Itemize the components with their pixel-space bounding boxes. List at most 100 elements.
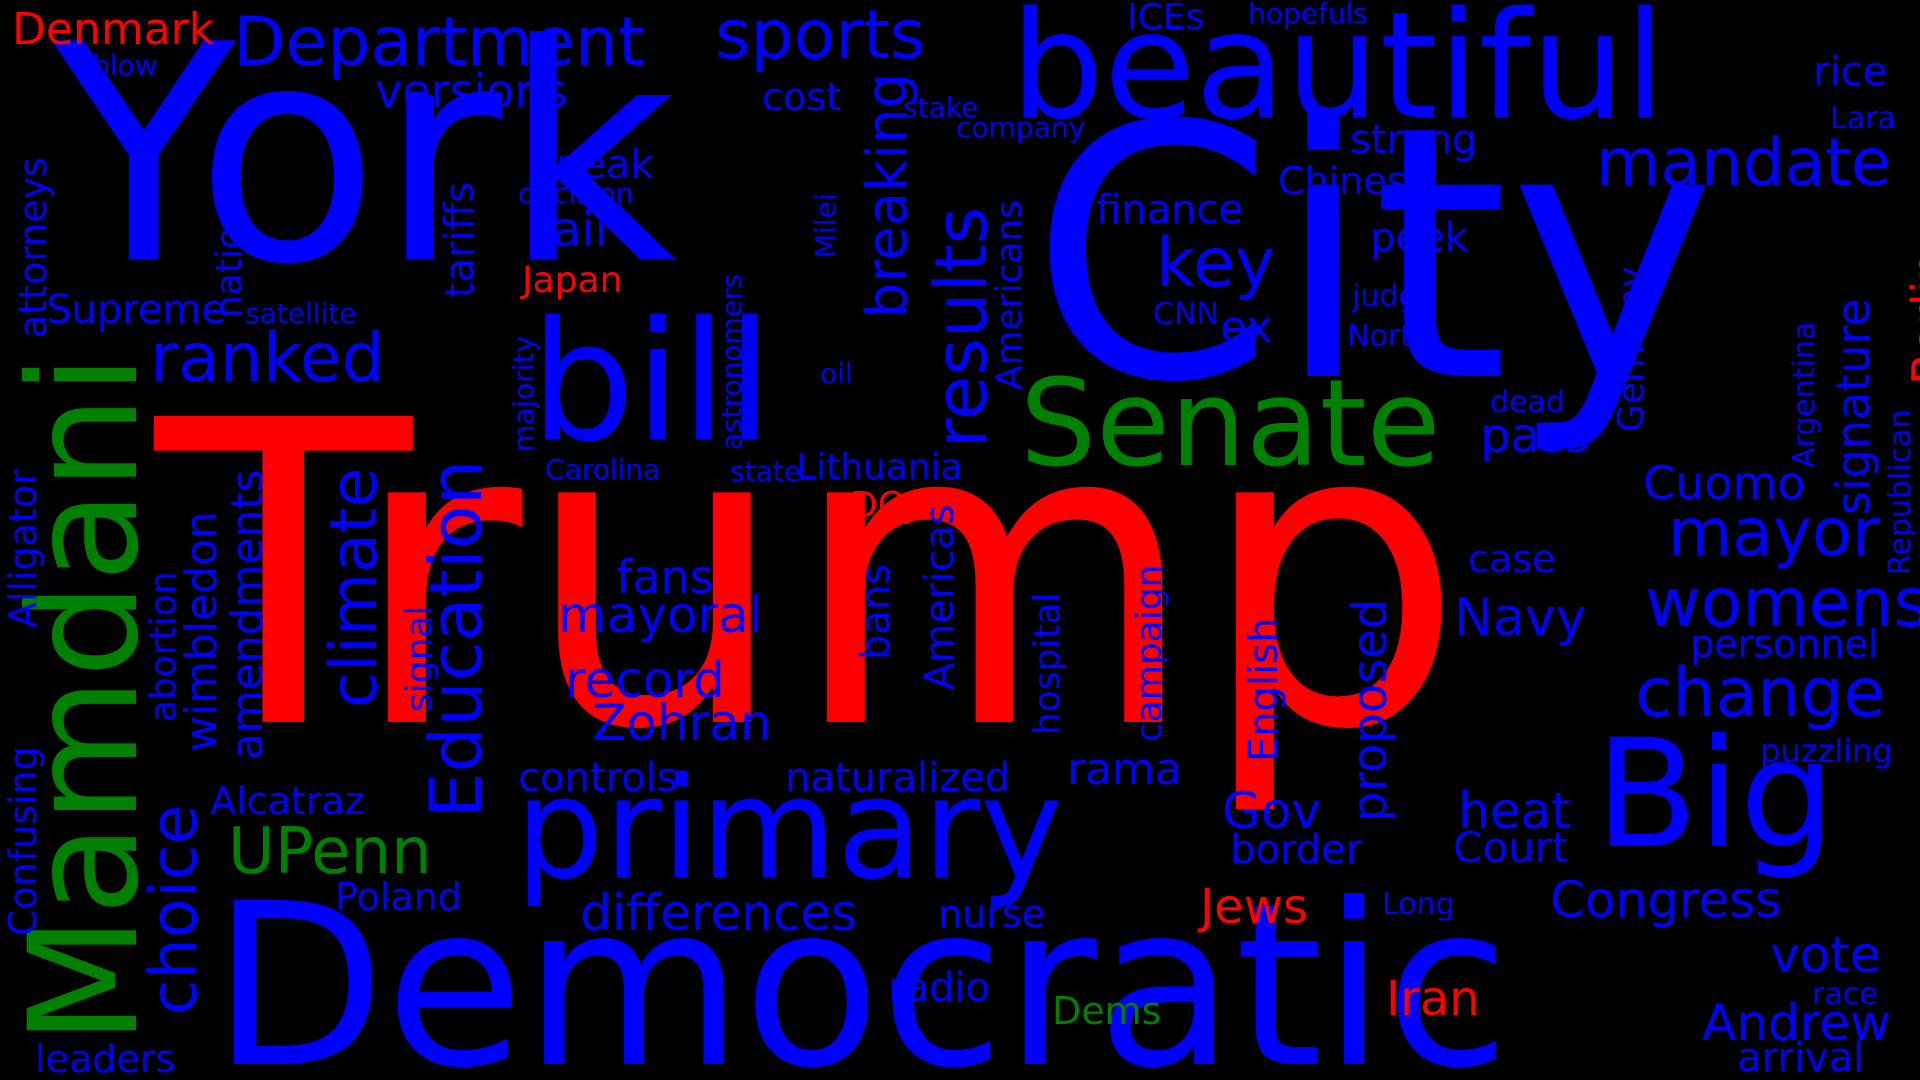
word-signal: signal — [399, 605, 440, 713]
word-naturalized: naturalized — [785, 755, 1011, 801]
word-sneak: sneak — [535, 142, 654, 188]
word-differences: differences — [580, 884, 858, 942]
word-andrew: Andrew — [1702, 994, 1891, 1052]
word-japan: Japan — [522, 260, 623, 301]
word-jews: Jews — [1200, 879, 1308, 935]
word-cnn: CNN — [1153, 297, 1219, 332]
word-abortion: abortion — [143, 571, 184, 722]
word-puzzling: puzzling — [1760, 732, 1893, 770]
word-leaders: leaders — [35, 1037, 176, 1080]
word-mayoral: mayoral — [558, 586, 763, 644]
word-argentina: Argentina — [1787, 321, 1822, 468]
word-finance: finance — [1096, 187, 1244, 233]
word-womens: womens — [1645, 564, 1920, 643]
word-zohran: Zohran — [592, 694, 772, 752]
word-majority: majority — [507, 335, 540, 452]
word-trump: Trump — [155, 333, 1465, 822]
word-cost: cost — [762, 75, 841, 119]
word-attorneys: attorneys — [11, 156, 55, 338]
word-ices: ICEs — [1127, 0, 1205, 38]
word-gov: Gov — [1222, 782, 1321, 840]
word-border: border — [1230, 827, 1363, 873]
word-rama: rama — [1067, 744, 1182, 795]
word-berlin: Berlin — [1902, 251, 1920, 386]
word-fans: fans — [616, 550, 714, 604]
word-nurse: nurse — [938, 892, 1045, 936]
word-supreme: Supreme — [46, 287, 226, 333]
word-english: English — [1241, 617, 1287, 762]
word-court: Court — [1453, 823, 1569, 872]
word-controls: controls — [518, 755, 678, 801]
word-satellite: satellite — [245, 297, 357, 330]
word-carolina: Carolina — [545, 453, 661, 486]
word-proposed: proposed — [1342, 598, 1398, 822]
word-arrival: arrival — [1737, 1035, 1865, 1080]
word-ranked: ranked — [150, 319, 385, 398]
word-astronomers: astronomers — [715, 273, 748, 450]
word-versions: versions — [375, 64, 568, 118]
word-confusing: Confusing — [1, 746, 45, 936]
word-campaign: campaign — [1129, 564, 1170, 742]
word-republican: Republican — [1883, 409, 1918, 575]
word-sports: sports — [715, 0, 926, 75]
word-judge: judge — [1352, 279, 1436, 314]
word-north: North — [1347, 319, 1431, 354]
word-hopefuls: hopefuls — [1248, 0, 1368, 30]
word-chinese: Chinese — [1278, 159, 1430, 203]
word-lara: Lara — [1830, 101, 1896, 136]
word-record: record — [565, 651, 725, 709]
word-bans: bans — [853, 563, 899, 660]
word-milei: Milei — [809, 193, 842, 258]
word-long: Long — [1382, 887, 1455, 922]
word-heat: heat — [1458, 782, 1571, 840]
word-company: company — [956, 111, 1086, 144]
word-dems: Dems — [1052, 989, 1162, 1033]
word-primary: primary — [515, 748, 1063, 911]
word-beautiful: beautiful — [1010, 0, 1666, 152]
word-poland: Poland — [335, 875, 462, 919]
word-tariffs: tariffs — [437, 181, 483, 298]
word-denmark: Denmark — [12, 4, 215, 55]
word-iran: Iran — [1386, 971, 1480, 1027]
word-city: City — [1030, 51, 1716, 459]
word-case: case — [1468, 537, 1556, 581]
word-peek: peek — [1370, 215, 1468, 261]
word-upenn: UPenn — [228, 815, 432, 889]
word-state: state — [730, 455, 801, 488]
word-fail: fail — [535, 202, 608, 258]
word-ex: ex — [1220, 302, 1273, 353]
word-york: York — [52, 0, 677, 330]
word-cuomo: Cuomo — [1643, 456, 1806, 510]
word-alcatraz: Alcatraz — [210, 779, 365, 823]
word-hospital: hospital — [1027, 592, 1068, 735]
word-climate: climate — [317, 467, 392, 708]
word-dead: dead — [1490, 385, 1565, 420]
word-navy: Navy — [1454, 588, 1587, 648]
word-bill: bill — [530, 286, 773, 478]
word-amendments: amendments — [222, 469, 273, 760]
word-change: change — [1635, 654, 1886, 733]
word-congress: Congress — [1550, 871, 1782, 929]
word-results: results — [919, 206, 1003, 448]
word-vote: vote — [1770, 926, 1881, 984]
word-choice: choice — [137, 804, 212, 1016]
word-germany: Germany — [1611, 266, 1652, 432]
word-americans: Americans — [989, 199, 1030, 390]
word-mayor: mayor — [1668, 494, 1880, 571]
word-americas: Americas — [917, 504, 963, 690]
word-democratic: Democratic — [212, 856, 1510, 1080]
word-personnel: personnel — [1690, 622, 1879, 666]
word-race: race — [1812, 977, 1878, 1012]
word-oil: oil — [820, 357, 853, 390]
word-senate: Senate — [1020, 355, 1441, 494]
word-decision: decision — [518, 177, 634, 210]
word-mandate: mandate — [1596, 124, 1892, 201]
word-lithuania: Lithuania — [796, 447, 963, 488]
word-pass: pass — [1480, 408, 1590, 464]
word-rice: rice — [1813, 49, 1888, 95]
word-stake: stake — [903, 91, 979, 124]
word-department: Department — [233, 3, 645, 82]
word-blow: blow — [92, 49, 158, 82]
word-alligator: Alligator — [1, 469, 45, 628]
